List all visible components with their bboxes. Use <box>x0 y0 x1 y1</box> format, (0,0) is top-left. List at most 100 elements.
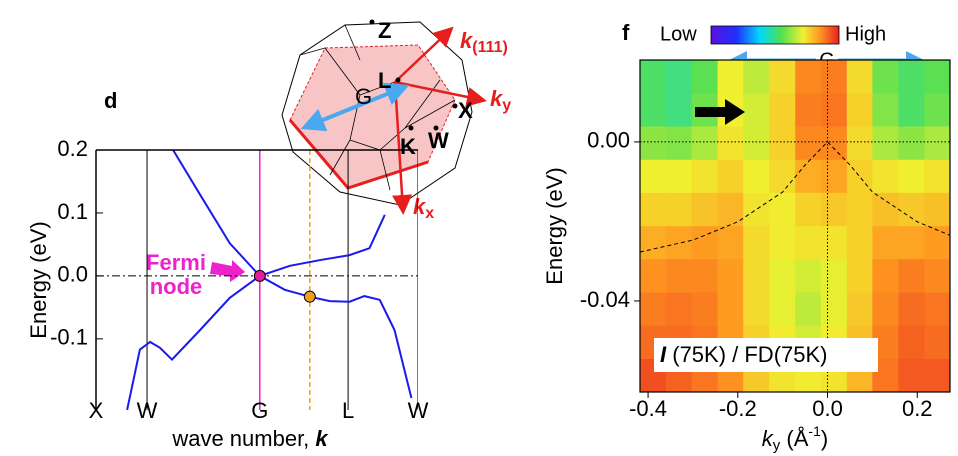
heatmap-cell <box>743 126 770 161</box>
heatmap-cell <box>924 159 950 194</box>
x-label-part: k <box>762 426 774 451</box>
heatmap-cell <box>769 93 796 127</box>
heatmap-cell <box>924 93 950 127</box>
plot-area <box>640 60 950 392</box>
heatmap-cell <box>898 159 925 194</box>
annotation-symbol: I <box>660 342 667 367</box>
heatmap-cell <box>872 226 899 260</box>
heatmap-cell <box>924 325 950 360</box>
heatmap-cell <box>717 159 744 194</box>
ky-label: ky <box>490 86 511 114</box>
y-tick-label: 0.2 <box>57 136 88 161</box>
heatmap-cell <box>795 226 822 260</box>
dispersion-line <box>640 141 950 253</box>
x-label-symbol: k <box>315 426 329 451</box>
k-symbol: k <box>413 194 427 219</box>
heatmap-cell <box>795 126 822 161</box>
k-symbol: k <box>460 28 474 53</box>
heatmap-cell <box>872 292 899 327</box>
heatmap-cell <box>769 292 796 327</box>
annotation: I (75K) / FD(75K) <box>660 342 828 367</box>
heatmap-cell <box>820 226 848 260</box>
heatmap-cell <box>872 259 899 294</box>
heatmap-cell <box>846 292 873 327</box>
bz-label: W <box>428 128 449 153</box>
annotation-arrow <box>210 260 245 282</box>
bz-label: G <box>355 84 372 109</box>
heatmap-cell <box>898 192 925 227</box>
annotation: Fermi <box>146 250 206 275</box>
heatmap-cell <box>846 259 873 294</box>
heatmap-cell <box>898 60 925 94</box>
heatmap-cell <box>846 226 873 260</box>
y-tick-label: -0.1 <box>50 325 88 350</box>
heatmap-cell <box>795 192 822 227</box>
heatmap-cell <box>640 60 667 94</box>
heatmap-cell <box>640 259 667 294</box>
heatmap-cell <box>795 60 822 94</box>
heatmap-cell <box>743 226 770 260</box>
heatmap-cell <box>924 259 950 294</box>
heatmap-cell <box>717 126 744 161</box>
heatmap-cell <box>691 192 719 227</box>
heatmap-cell <box>640 93 667 127</box>
heatmap-cell <box>666 159 693 194</box>
x-tick-label: 0.0 <box>812 396 843 421</box>
heatmap-cell <box>898 126 925 161</box>
heatmap-cell <box>898 226 925 260</box>
annotation: node <box>150 274 203 299</box>
x-tick-label: W <box>137 398 158 423</box>
k111-label: k(111) <box>460 28 508 56</box>
colorbar <box>710 25 840 45</box>
heatmap-cell <box>691 226 719 260</box>
heatmap-cell <box>666 192 693 227</box>
heatmap-cell <box>795 259 822 294</box>
heatmap-cell <box>691 60 719 94</box>
heatmap-cell <box>872 126 899 161</box>
heatmap-cell <box>795 93 822 127</box>
heatmap-cell <box>743 292 770 327</box>
x-label-part: (Å <box>780 426 808 451</box>
brillouin-zone: Z L G X W K k(111) ky kx <box>281 18 511 222</box>
heatmap-cell <box>898 292 925 327</box>
heatmap-cell <box>769 259 796 294</box>
k-sub: x <box>425 205 434 222</box>
heatmap-cell <box>743 159 770 194</box>
band-line <box>126 214 386 410</box>
heatmap-cell <box>820 259 848 294</box>
plot-frame <box>639 59 951 393</box>
heatmap-cell <box>666 60 693 94</box>
heatmap-cell <box>717 292 744 327</box>
heatmap-cell <box>691 126 719 161</box>
heatmap-cell <box>924 192 950 227</box>
heatmap-cell <box>846 93 873 127</box>
x-tick-label: 0.2 <box>902 396 933 421</box>
annotation-text: (75K) / FD(75K) <box>666 342 827 367</box>
heatmap-cell <box>743 192 770 227</box>
heatmap-cell <box>898 93 925 127</box>
x-tick-label: X <box>89 398 104 423</box>
panel-label: f <box>622 20 630 45</box>
heatmap-cell <box>640 159 667 194</box>
heatmap-cell <box>924 60 950 94</box>
x-label-part: y <box>773 437 781 454</box>
y-axis-label: Energy (eV) <box>26 221 51 338</box>
heatmap-cell <box>640 192 667 227</box>
heatmap-cell <box>666 226 693 260</box>
heatmap-cell <box>820 292 848 327</box>
heatmap-cell <box>820 93 848 127</box>
k-sub: (111) <box>472 39 508 56</box>
heatmap-cell <box>691 259 719 294</box>
heatmap-cell <box>924 358 950 392</box>
heatmap-cell <box>717 60 744 94</box>
heatmap-cell <box>743 60 770 94</box>
heatmap-cell <box>924 292 950 327</box>
heatmap-cell <box>666 126 693 161</box>
bz-label: K <box>400 134 416 159</box>
heatmap-cell <box>898 325 925 360</box>
heatmap-cell <box>846 159 873 194</box>
heatmap-cell <box>795 159 822 194</box>
y-tick-label: 0.00 <box>587 128 630 153</box>
heatmap-cell <box>872 192 899 227</box>
